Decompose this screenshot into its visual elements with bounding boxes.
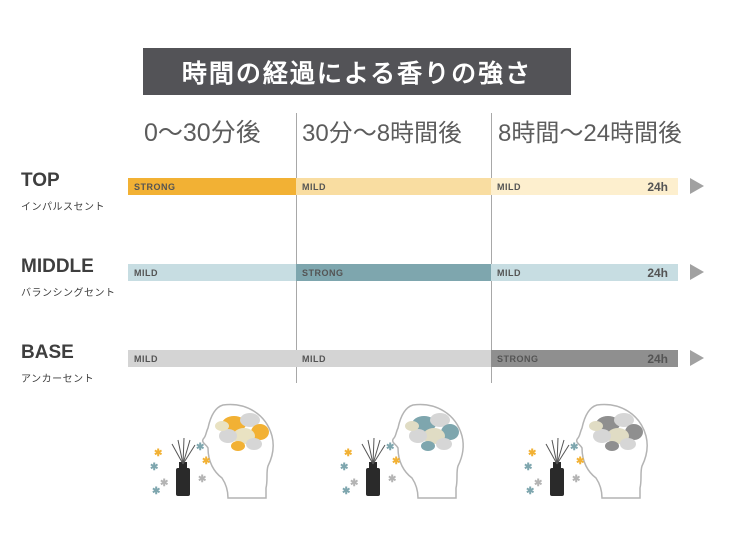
bar-arrow-top xyxy=(690,178,704,194)
brain-svg xyxy=(338,390,498,500)
row-label-sub: バランシングセント xyxy=(21,284,116,299)
bar-end-label-base: 24h xyxy=(647,350,668,367)
sparkle-icon: ✱ xyxy=(350,478,358,489)
bar-seg-top-0: STRONG xyxy=(128,178,296,195)
sparkle-icon: ✱ xyxy=(576,456,584,467)
sparkle-icon: ✱ xyxy=(386,442,394,453)
sparkle-icon: ✱ xyxy=(150,462,158,473)
bar-end-label-top: 24h xyxy=(647,178,668,195)
divider-0 xyxy=(296,113,297,383)
row-label-main: TOP xyxy=(21,170,105,192)
sparkle-icon: ✱ xyxy=(154,448,162,459)
sparkle-icon: ✱ xyxy=(392,456,400,467)
sparkle-icon: ✱ xyxy=(202,456,210,467)
row-label-main: MIDDLE xyxy=(21,256,116,278)
title-banner: 時間の経過による香りの強さ xyxy=(143,48,571,95)
sparkle-icon: ✱ xyxy=(344,448,352,459)
bar-end-label-middle: 24h xyxy=(647,264,668,281)
bar-middle: MILDSTRONGMILD24h xyxy=(128,264,698,281)
bar-seg-base-0: MILD xyxy=(128,350,296,367)
sparkle-icon: ✱ xyxy=(160,478,168,489)
brain-figure-1: ✱✱✱✱✱✱✱ xyxy=(338,390,498,500)
sparkle-icon: ✱ xyxy=(534,478,542,489)
brain-figure-0: ✱✱✱✱✱✱✱ xyxy=(148,390,308,500)
sparkle-icon: ✱ xyxy=(526,486,534,497)
row-label-top: TOP インパルスセント xyxy=(21,170,105,213)
sparkle-icon: ✱ xyxy=(528,448,536,459)
brain-svg xyxy=(148,390,308,500)
time-header-0: 0〜30分後 xyxy=(144,113,261,149)
brain-figure-2: ✱✱✱✱✱✱✱ xyxy=(522,390,682,500)
sparkle-icon: ✱ xyxy=(572,474,580,485)
bar-seg-middle-0: MILD xyxy=(128,264,296,281)
row-label-sub: アンカーセント xyxy=(21,370,94,385)
bar-seg-top-1: MILD xyxy=(296,178,491,195)
bar-arrow-base xyxy=(690,350,704,366)
bar-arrow-middle xyxy=(690,264,704,280)
title-text: 時間の経過による香りの強さ xyxy=(182,54,532,90)
bar-seg-middle-1: STRONG xyxy=(296,264,491,281)
divider-1 xyxy=(491,113,492,383)
row-label-middle: MIDDLE バランシングセント xyxy=(21,256,116,299)
sparkle-icon: ✱ xyxy=(196,442,204,453)
time-header-2: 8時間〜24時間後 xyxy=(498,113,682,148)
sparkle-icon: ✱ xyxy=(340,462,348,473)
row-label-sub: インパルスセント xyxy=(21,198,105,213)
bar-base: MILDMILDSTRONG24h xyxy=(128,350,698,367)
sparkle-icon: ✱ xyxy=(342,486,350,497)
row-label-main: BASE xyxy=(21,342,94,364)
sparkle-icon: ✱ xyxy=(388,474,396,485)
bar-seg-base-1: MILD xyxy=(296,350,491,367)
sparkle-icon: ✱ xyxy=(152,486,160,497)
sparkle-icon: ✱ xyxy=(198,474,206,485)
brain-svg xyxy=(522,390,682,500)
sparkle-icon: ✱ xyxy=(570,442,578,453)
sparkle-icon: ✱ xyxy=(524,462,532,473)
bar-top: STRONGMILDMILD24h xyxy=(128,178,698,195)
time-header-1: 30分〜8時間後 xyxy=(302,113,462,148)
row-label-base: BASE アンカーセント xyxy=(21,342,94,385)
